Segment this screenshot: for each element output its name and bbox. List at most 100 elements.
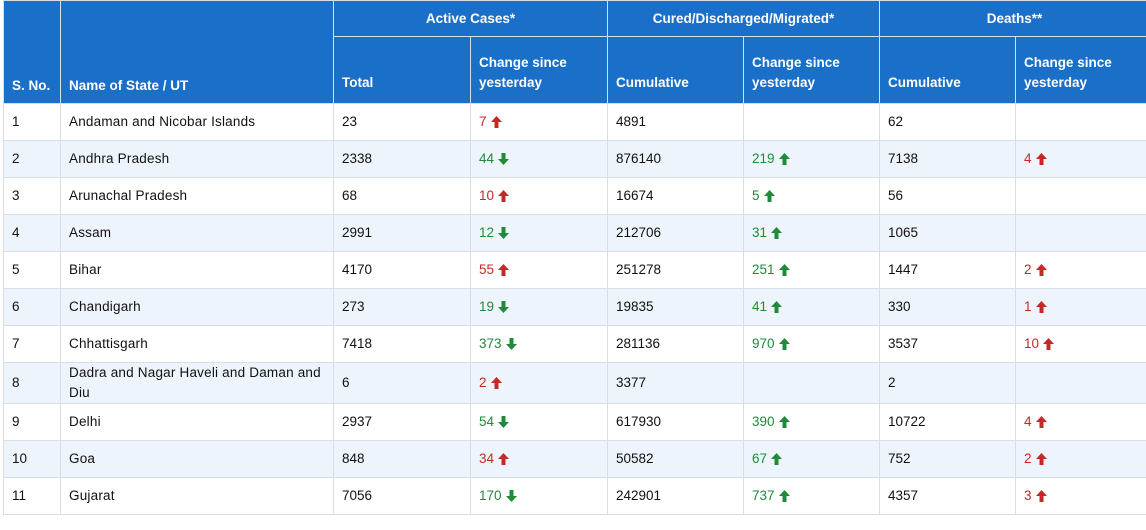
cell-active-change: 373 — [470, 325, 608, 363]
cell-sno: 2 — [3, 140, 61, 178]
cell-cured-change-value: 970 — [752, 336, 775, 351]
cell-cured-change-value: 251 — [752, 262, 775, 277]
cell-active-change: 19 — [470, 288, 608, 326]
cell-sno: 11 — [3, 477, 61, 515]
header-deaths-change: Change since yesterday — [1015, 36, 1146, 104]
cell-cured-cumulative: 16674 — [607, 177, 744, 215]
cell-cured-cumulative: 212706 — [607, 214, 744, 252]
cell-deaths-change-value: 10 — [1024, 336, 1040, 351]
cell-cured-cumulative: 617930 — [607, 403, 744, 441]
cell-cured-change: 31 — [742, 214, 881, 252]
cell-deaths-change-value: 3 — [1024, 488, 1032, 503]
cell-deaths-change-value: 2 — [1024, 451, 1032, 466]
cell-sno: 8 — [3, 362, 61, 404]
cell-cured-cumulative: 4891 — [607, 103, 744, 141]
arrow-up-icon — [778, 338, 790, 350]
cell-cured-change: 970 — [742, 325, 881, 363]
cell-active-change-value: 7 — [479, 114, 487, 129]
cell-deaths-cumulative: 7138 — [879, 140, 1017, 178]
cell-state-name: Bihar — [60, 251, 334, 289]
cell-cured-change: 737 — [742, 477, 881, 515]
arrow-up-icon — [771, 453, 783, 465]
arrow-up-icon — [490, 116, 502, 128]
cell-active-change-value: 170 — [479, 488, 502, 503]
cell-state-name: Chhattisgarh — [60, 325, 334, 363]
cell-active-total: 848 — [333, 440, 471, 478]
cell-active-change: 7 — [470, 103, 608, 141]
cell-deaths-change: 10 — [1015, 325, 1146, 363]
cell-cured-cumulative: 19835 — [607, 288, 744, 326]
arrow-down-icon — [505, 338, 517, 350]
cell-active-change: 55 — [470, 251, 608, 289]
cell-cured-cumulative: 50582 — [607, 440, 744, 478]
arrow-up-icon — [498, 453, 510, 465]
arrow-up-icon — [498, 190, 510, 202]
cell-active-total: 7418 — [333, 325, 471, 363]
cell-cured-change: 251 — [742, 251, 881, 289]
cell-deaths-cumulative: 752 — [879, 440, 1017, 478]
arrow-up-icon — [763, 190, 775, 202]
cell-cured-cumulative: 251278 — [607, 251, 744, 289]
cell-active-total: 2991 — [333, 214, 471, 252]
cell-deaths-change — [1015, 103, 1146, 141]
cell-active-change-value: 54 — [479, 414, 495, 429]
arrow-up-icon — [1035, 264, 1047, 276]
cell-sno: 4 — [3, 214, 61, 252]
cell-cured-change: 5 — [742, 177, 881, 215]
table-row: 7 Chhattisgarh 7418 373 281136 970 3537 10 — [3, 325, 1146, 363]
cell-deaths-change-value: 2 — [1024, 262, 1032, 277]
arrow-up-icon — [1035, 301, 1047, 313]
cell-deaths-cumulative: 330 — [879, 288, 1017, 326]
arrow-up-icon — [498, 264, 510, 276]
cell-deaths-change — [1015, 177, 1146, 215]
cell-cured-cumulative: 876140 — [607, 140, 744, 178]
cell-cured-change-value: 390 — [752, 414, 775, 429]
cell-state-name: Delhi — [60, 403, 334, 441]
covid-state-table: S. No. Name of State / UT Active Cases* … — [3, 0, 1146, 515]
cell-sno: 7 — [3, 325, 61, 363]
cell-state-name: Gujarat — [60, 477, 334, 515]
cell-active-change: 2 — [470, 362, 608, 404]
cell-deaths-change — [1015, 214, 1146, 252]
cell-active-change: 170 — [470, 477, 608, 515]
cell-cured-change-value: 5 — [752, 188, 760, 203]
cell-active-change-value: 44 — [479, 151, 495, 166]
arrow-up-icon — [1035, 453, 1047, 465]
table-row: 11 Gujarat 7056 170 242901 737 4357 3 — [3, 477, 1146, 515]
cell-active-total: 2338 — [333, 140, 471, 178]
header-sno: S. No. — [3, 0, 61, 104]
arrow-up-icon — [1035, 416, 1047, 428]
table-row: 9 Delhi 2937 54 617930 390 10722 4 — [3, 403, 1146, 441]
cell-deaths-change — [1015, 362, 1146, 404]
cell-active-change: 34 — [470, 440, 608, 478]
cell-deaths-cumulative: 4357 — [879, 477, 1017, 515]
table-row: 4 Assam 2991 12 212706 31 1065 — [3, 214, 1146, 252]
header-cured: Cured/Discharged/Migrated* — [606, 0, 881, 37]
table-body: 1 Andaman and Nicobar Islands 23 7 4891 62 2 An… — [3, 103, 1146, 515]
cell-state-name: Andhra Pradesh — [60, 140, 334, 178]
cell-sno: 5 — [3, 251, 61, 289]
arrow-up-icon — [771, 301, 783, 313]
cell-active-total: 273 — [333, 288, 471, 326]
cell-deaths-cumulative: 3537 — [879, 325, 1017, 363]
arrow-up-icon — [778, 153, 790, 165]
header-active-change: Change since yesterday — [470, 36, 608, 104]
cell-active-change: 12 — [470, 214, 608, 252]
cell-sno: 9 — [3, 403, 61, 441]
cell-state-name: Andaman and Nicobar Islands — [60, 103, 334, 141]
arrow-up-icon — [1035, 490, 1047, 502]
arrow-down-icon — [505, 490, 517, 502]
cell-deaths-change-value: 4 — [1024, 414, 1032, 429]
cell-state-name: Arunachal Pradesh — [60, 177, 334, 215]
cell-active-change-value: 2 — [479, 375, 487, 390]
table-row: 3 Arunachal Pradesh 68 10 16674 5 56 — [3, 177, 1146, 215]
cell-active-change: 54 — [470, 403, 608, 441]
arrow-down-icon — [498, 416, 510, 428]
cell-cured-change — [742, 362, 881, 404]
cell-active-change: 10 — [470, 177, 608, 215]
arrow-down-icon — [498, 153, 510, 165]
cell-deaths-cumulative: 1447 — [879, 251, 1017, 289]
cell-deaths-cumulative: 56 — [879, 177, 1017, 215]
table-row: 1 Andaman and Nicobar Islands 23 7 4891 62 — [3, 103, 1146, 141]
cell-cured-change: 67 — [742, 440, 881, 478]
